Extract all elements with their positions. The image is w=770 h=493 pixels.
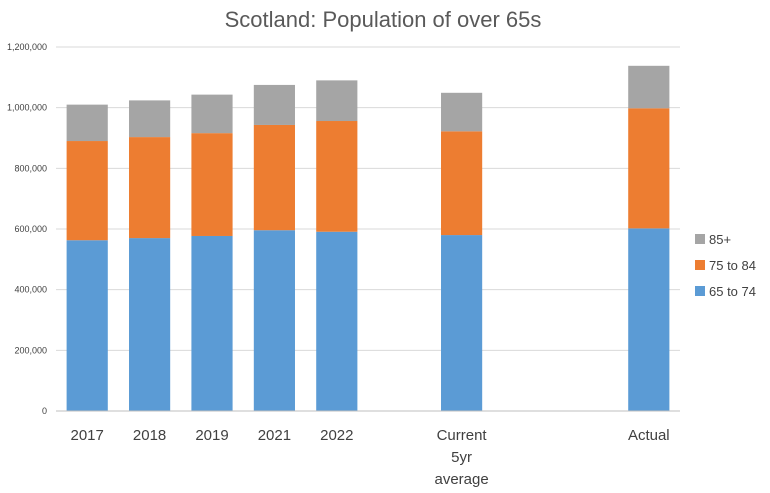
bar-segment-85- [253,84,295,125]
x-tick-label: 2017 [71,427,104,444]
legend-swatch [695,234,705,244]
x-tick-label: 2022 [320,427,353,444]
y-tick-label: 1,000,000 [7,103,47,113]
y-tick-label: 200,000 [14,345,47,355]
bar-segment-65-to-74 [628,228,670,411]
x-tick-label: Current [437,427,488,444]
bar-segment-75-to-84 [441,131,483,236]
chart-title: Scotland: Population of over 65s [225,7,542,32]
bar-segment-65-to-74 [253,230,295,411]
bar-segment-65-to-74 [191,235,233,411]
y-tick-label: 600,000 [14,224,47,234]
legend: 85+ 75 to 84 65 to 74 [695,232,756,299]
bar-segment-85- [66,104,108,142]
bar-segment-85- [129,100,171,138]
bar-segment-65-to-74 [66,240,108,411]
bar-segment-75-to-84 [253,124,295,231]
legend-swatch [695,286,705,296]
y-tick-label: 1,200,000 [7,42,47,52]
legend-label: 85+ [709,232,731,247]
bar-segment-75-to-84 [628,108,670,229]
x-tick-label: Actual [628,427,670,444]
x-tick-label: 2021 [258,427,291,444]
legend-label: 65 to 74 [709,284,756,299]
x-tick-label: 2019 [195,427,228,444]
legend-swatch [695,260,705,270]
y-tick-label: 400,000 [14,285,47,295]
bar-segment-65-to-74 [441,235,483,411]
y-axis-ticks: 0 200,000 400,000 600,000 800,000 1,000,000 1,… [7,42,47,416]
bar-segment-85- [316,80,358,122]
bar-segment-75-to-84 [316,121,358,232]
bar-segment-65-to-74 [316,231,358,411]
x-tick-label: average [434,471,488,488]
bar-segment-75-to-84 [66,141,108,241]
bar-segment-65-to-74 [129,238,171,411]
bar-segment-85- [441,92,483,132]
bar-segment-85- [191,94,233,134]
bar-segment-75-to-84 [129,137,171,239]
bar-segment-85- [628,65,670,109]
x-axis-ticks: 2017 2018 2019 2021 2022 Current 5yr average Act… [71,427,670,488]
x-tick-label: 2018 [133,427,166,444]
y-tick-label: 800,000 [14,163,47,173]
legend-label: 75 to 84 [709,258,756,273]
y-tick-label: 0 [42,406,47,416]
bars [66,65,670,411]
x-tick-label: 5yr [451,449,472,466]
bar-segment-75-to-84 [191,133,233,236]
